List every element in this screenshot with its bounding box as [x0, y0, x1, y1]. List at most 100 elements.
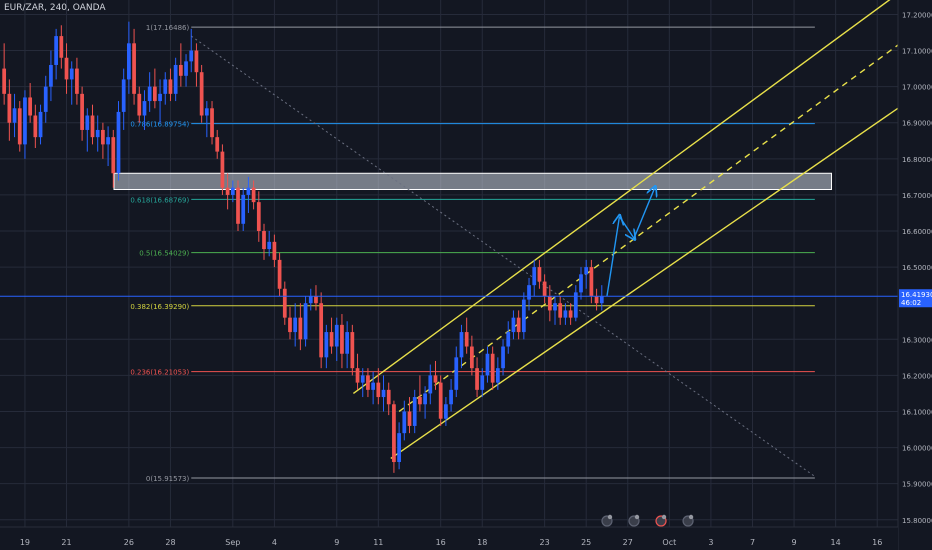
candle-body-70	[366, 375, 370, 390]
y-tick-label-4: 16.80000	[902, 156, 932, 164]
candle-body-99	[516, 317, 521, 333]
candle-87	[454, 346, 459, 398]
candle-body-95	[495, 368, 500, 383]
candle-body-30	[158, 93, 162, 102]
candle-body-106	[553, 303, 557, 311]
y-tick-label-2: 17.00000	[902, 84, 932, 92]
candle-body-107	[558, 303, 563, 318]
candle-79	[412, 389, 417, 434]
event-marker-2	[655, 514, 667, 527]
candle-68	[355, 353, 360, 390]
event-marker-0	[601, 514, 613, 527]
candle-33	[173, 57, 178, 102]
candle-body-19	[101, 129, 105, 145]
candle-body-88	[459, 332, 464, 358]
candle-84	[438, 375, 443, 426]
candle-43	[225, 173, 230, 210]
candle-29	[152, 68, 157, 109]
candle-4	[23, 90, 27, 159]
candle-63	[329, 317, 334, 354]
candle-72	[376, 368, 381, 405]
candle-body-54	[282, 288, 287, 318]
candle-48	[251, 180, 256, 210]
candle-61	[319, 292, 324, 369]
candle-17	[90, 104, 95, 145]
x-tick-label-7: 11	[373, 538, 383, 547]
candle-31	[163, 72, 168, 105]
candle-body-9	[49, 64, 53, 87]
candle-18	[95, 115, 100, 152]
candle-body-57	[298, 317, 303, 340]
current-price-label: 16.41930	[901, 291, 932, 299]
candle-58	[303, 295, 308, 347]
candle-body-52	[272, 241, 277, 260]
candle-81	[423, 386, 427, 419]
diagonal-trendline	[190, 35, 816, 477]
candle-93	[485, 346, 490, 383]
candle-2	[12, 93, 17, 138]
candle-body-23	[121, 79, 126, 112]
candle-body-82	[428, 375, 433, 394]
event-marker-3	[682, 514, 694, 527]
candle-body-20	[106, 137, 110, 145]
y-tick-label-12: 15.90000	[902, 481, 932, 489]
candle-10	[54, 28, 58, 80]
candle-body-75	[392, 404, 396, 463]
candle-body-42	[220, 151, 225, 188]
candle-body-101	[527, 285, 531, 300]
candle-75	[392, 400, 396, 473]
candle-97	[506, 321, 511, 354]
candle-body-32	[168, 79, 173, 94]
candle-12	[64, 43, 69, 94]
candle-105	[547, 285, 552, 322]
candle-27	[142, 90, 147, 130]
candle-101	[527, 277, 531, 311]
x-tick-label-9: 18	[477, 538, 487, 547]
candle-body-114	[594, 295, 599, 304]
candle-11	[59, 25, 64, 69]
candle-54	[282, 281, 287, 325]
candle-body-50	[262, 231, 266, 250]
candle-108	[563, 303, 568, 325]
candle-71	[371, 371, 375, 405]
candle-103	[537, 259, 542, 289]
candle-46	[241, 187, 246, 232]
candle-38	[199, 64, 204, 123]
x-tick-label-16: 9	[792, 538, 797, 547]
candle-body-28	[147, 86, 152, 102]
candle-body-38	[199, 72, 204, 116]
price-axis	[898, 0, 932, 550]
candle-body-102	[532, 267, 537, 286]
candle-112	[584, 259, 589, 289]
candle-92	[480, 368, 485, 398]
candle-body-74	[386, 389, 391, 405]
candle-body-35	[184, 61, 188, 76]
candle-39	[204, 101, 209, 138]
candle-56	[293, 303, 298, 347]
candle-body-25	[132, 43, 136, 94]
candle-body-29	[152, 86, 157, 102]
candle-body-66	[345, 332, 350, 354]
candle-111	[579, 267, 583, 300]
candle-85	[444, 397, 448, 426]
candle-25	[132, 28, 136, 105]
candle-body-41	[215, 137, 220, 152]
candle-5	[28, 83, 33, 123]
x-tick-label-4: Sep	[225, 538, 240, 547]
x-tick-label-6: 9	[334, 538, 339, 547]
x-tick-label-0: 19	[20, 538, 30, 547]
candle-6	[33, 104, 38, 148]
candle-body-7	[38, 111, 43, 138]
x-tick-label-1: 21	[61, 538, 71, 547]
candle-body-59	[308, 295, 313, 304]
candle-body-104	[542, 281, 547, 296]
x-tick-label-17: 14	[831, 538, 841, 547]
candle-body-61	[319, 303, 324, 358]
candle-body-78	[407, 411, 412, 426]
candle-7	[38, 104, 43, 145]
x-tick-label-12: 27	[623, 538, 633, 547]
candle-114	[594, 288, 599, 311]
candle-30	[158, 79, 162, 123]
